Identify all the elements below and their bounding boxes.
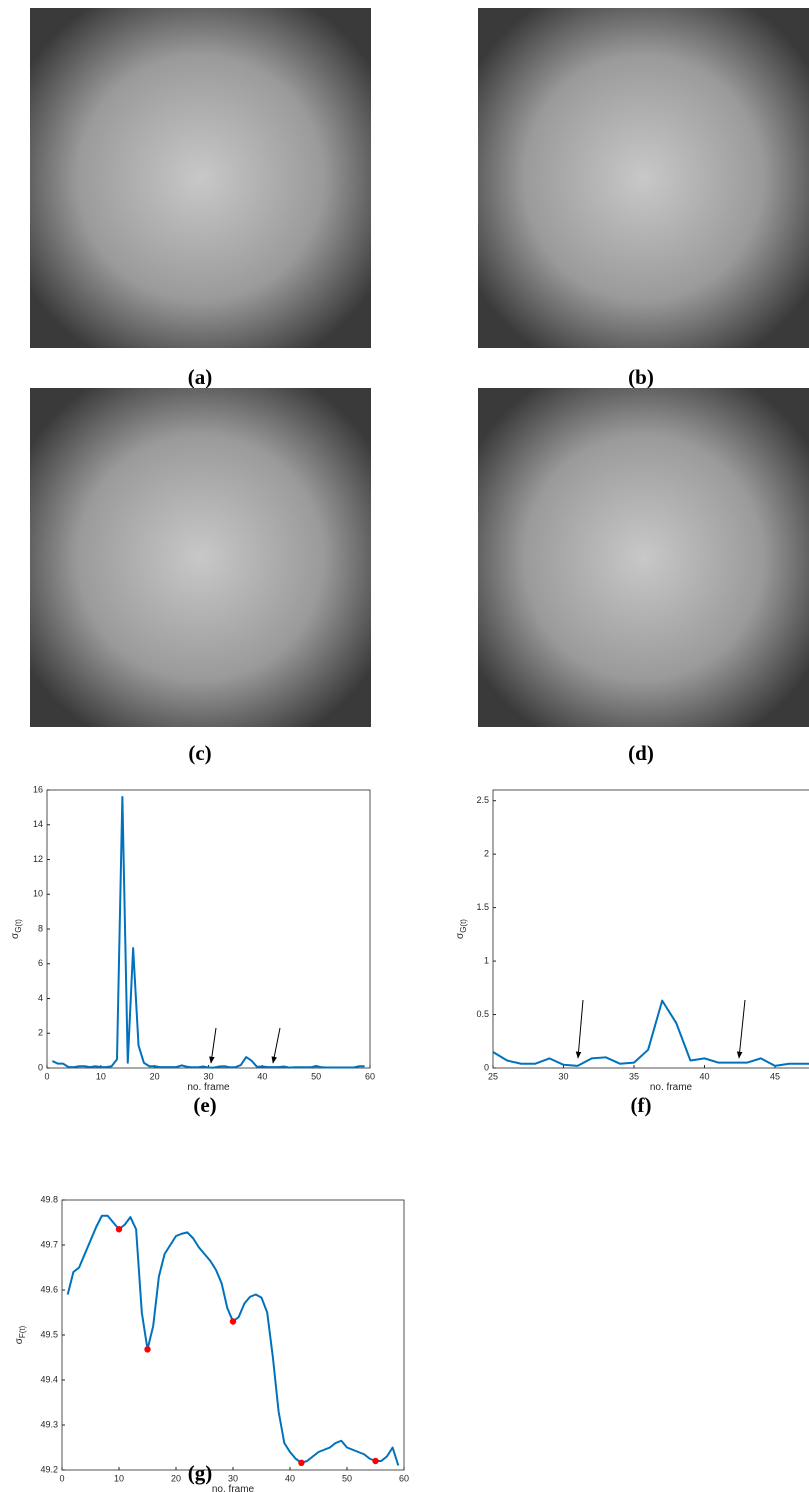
caption: (g) [188,1461,213,1485]
photo [478,388,809,727]
y-tick-label: 2 [484,849,489,859]
y-label-symbol: σ [455,932,466,939]
x-tick-label: 20 [150,1071,160,1081]
x-tick-label: 30 [228,1473,238,1483]
arrow [575,999,584,1059]
y-tick-label: 49.7 [40,1239,58,1249]
y-tick-label: 16 [33,784,43,794]
y-tick-label: 8 [38,923,43,933]
x-tick-label: 10 [114,1473,124,1483]
plot-frame [61,1199,405,1471]
y-tick-label: 2 [38,1028,43,1038]
y-label-subscript: F(t) [18,1325,27,1338]
y-tick-label: 0 [484,1062,489,1072]
y-tick-label: 49.3 [40,1419,58,1429]
y-tick-label: 49.8 [40,1194,58,1204]
plot-frame [492,789,809,1069]
x-tick-label: 35 [629,1071,639,1081]
y-tick-label: 4 [38,993,43,1003]
chart: 49.2 49.3 49.4 49.5 49.6 49.7 49.8 0 10 20 30 40 50 6… [14,1194,409,1492]
y-axis-label: σF(t) [14,1325,27,1344]
x-tick-label: 20 [171,1473,181,1483]
data-line [66,1214,400,1466]
marker [144,1346,151,1353]
chart: 0 0.5 1 1.5 2 2.5 25 30 35 40 45 no. frame σG(t) (f) [455,789,809,1117]
x-tick-label: 25 [488,1071,498,1081]
y-tick-label: 2.5 [476,795,489,805]
y-label-symbol: σ [10,932,21,939]
x-tick-label: 50 [311,1071,321,1081]
photo [30,8,371,348]
caption: (d) [628,741,654,765]
y-tick-label: 49.5 [40,1329,58,1339]
arrow [209,1027,217,1064]
x-axis-label: no. frame [187,1082,230,1093]
arrows [209,999,746,1064]
data-line [51,795,365,1069]
x-tick-label: 60 [399,1473,409,1483]
y-tick-label: 49.6 [40,1284,58,1294]
caption: (c) [188,741,211,765]
data-line [492,999,809,1067]
x-tick-label: 0 [59,1473,64,1483]
plot-frame [46,789,371,1069]
y-label-subscript: G(t) [459,919,468,933]
x-tick-label: 0 [44,1071,49,1081]
y-tick-label: 49.4 [40,1374,58,1384]
photo [30,388,371,727]
y-tick-label: 49.2 [40,1464,58,1474]
y-tick-label: 14 [33,819,43,829]
x-tick-label: 10 [96,1071,106,1081]
x-tick-label: 50 [342,1473,352,1483]
y-axis-label: σG(t) [455,919,468,939]
caption: (b) [628,365,654,389]
photo [478,8,809,348]
x-axis-label: no. frame [212,1484,255,1492]
y-axis-label: σG(t) [10,919,23,939]
caption: (a) [188,365,213,389]
x-tick-label: 30 [558,1071,568,1081]
y-tick-label: 12 [33,854,43,864]
y-tick-label: 1 [484,955,489,965]
y-tick-label: 0.5 [476,1009,489,1019]
y-tick-label: 10 [33,889,43,899]
caption: (f) [631,1093,652,1117]
y-label-symbol: σ [14,1337,25,1344]
marker [372,1457,379,1465]
caption: (e) [193,1093,216,1117]
chart: 0 2 4 6 8 10 12 14 16 0 10 20 30 40 50 60 no. frame σG(t)… [10,784,375,1117]
x-tick-label: 40 [699,1071,709,1081]
x-tick-label: 60 [365,1071,375,1081]
arrow [271,1027,281,1064]
y-tick-label: 1.5 [476,902,489,912]
arrow [736,999,746,1059]
marker [298,1459,305,1467]
x-tick-label: 40 [285,1473,295,1483]
marker [229,1318,237,1325]
x-tick-label: 45 [770,1071,780,1081]
x-axis-label: no. frame [650,1082,693,1093]
marker [115,1226,123,1233]
x-tick-label: 30 [203,1071,213,1081]
y-tick-label: 0 [38,1062,43,1072]
y-tick-label: 6 [38,958,43,968]
y-label-subscript: G(t) [14,919,23,933]
x-tick-label: 40 [257,1071,267,1081]
